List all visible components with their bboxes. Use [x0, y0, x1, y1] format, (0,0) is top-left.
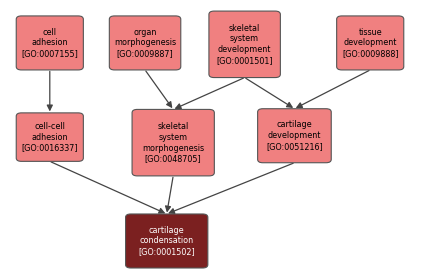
- FancyBboxPatch shape: [16, 113, 83, 161]
- FancyBboxPatch shape: [337, 16, 404, 70]
- FancyBboxPatch shape: [132, 109, 214, 176]
- FancyBboxPatch shape: [16, 16, 83, 70]
- FancyBboxPatch shape: [126, 214, 208, 268]
- Text: organ
morphogenesis
[GO:0009887]: organ morphogenesis [GO:0009887]: [114, 28, 176, 58]
- Text: cartilage
condensation
[GO:0001502]: cartilage condensation [GO:0001502]: [138, 226, 195, 256]
- Text: cell-cell
adhesion
[GO:0016337]: cell-cell adhesion [GO:0016337]: [22, 122, 78, 152]
- Text: tissue
development
[GO:0009888]: tissue development [GO:0009888]: [342, 28, 398, 58]
- FancyBboxPatch shape: [109, 16, 181, 70]
- Text: cartilage
development
[GO:0051216]: cartilage development [GO:0051216]: [266, 120, 323, 151]
- Text: skeletal
system
development
[GO:0001501]: skeletal system development [GO:0001501]: [216, 24, 273, 65]
- Text: skeletal
system
morphogenesis
[GO:0048705]: skeletal system morphogenesis [GO:004870…: [142, 122, 204, 163]
- FancyBboxPatch shape: [258, 109, 331, 163]
- FancyBboxPatch shape: [209, 11, 281, 78]
- Text: cell
adhesion
[GO:0007155]: cell adhesion [GO:0007155]: [21, 28, 78, 58]
